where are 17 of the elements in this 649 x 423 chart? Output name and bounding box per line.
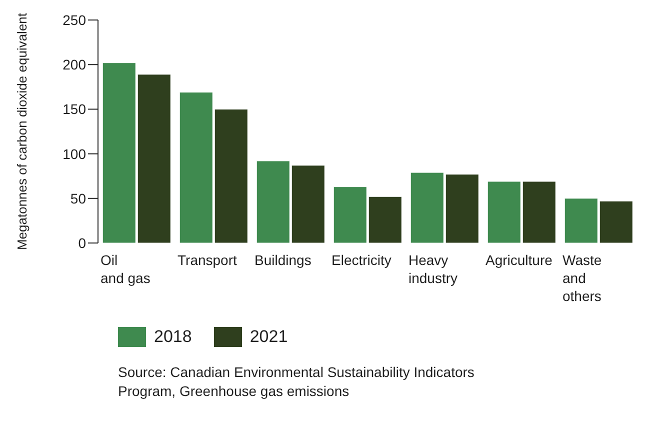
source-note: Source: Canadian Environmental Sustainability Indicators Program, Greenhouse gas emissions	[118, 363, 476, 401]
x-tick-label: Electricity	[332, 252, 392, 268]
legend-label: 2018	[154, 327, 192, 347]
x-tick-label: Agriculture	[486, 252, 553, 268]
y-tick-label: 200	[62, 56, 86, 73]
x-tick-label: Waste and others	[562, 252, 602, 304]
y-tick-label: 50	[70, 190, 86, 206]
x-tick-label: Oil and gas	[100, 252, 150, 286]
x-tick-label: Heavy industry	[408, 252, 458, 286]
y-axis-title: Megatonnes of carbon dioxide equivalent	[14, 12, 30, 250]
x-tick-label: Buildings	[254, 252, 312, 268]
legend-label: 2021	[250, 327, 288, 347]
y-tick-label: 0	[78, 234, 86, 251]
y-tick-label: 150	[62, 101, 86, 118]
x-tick-label: Transport	[178, 252, 237, 268]
y-tick-label: 100	[62, 146, 86, 162]
y-tick-label: 250	[62, 12, 86, 28]
